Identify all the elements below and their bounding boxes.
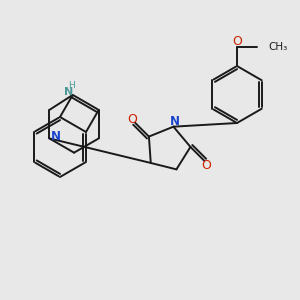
Text: CH₃: CH₃ [268, 41, 287, 52]
Text: O: O [232, 34, 242, 48]
Text: N: N [64, 87, 73, 97]
Text: O: O [201, 159, 211, 172]
Text: O: O [127, 113, 137, 126]
Text: H: H [68, 81, 75, 90]
Text: N: N [170, 115, 180, 128]
Text: N: N [51, 130, 61, 143]
